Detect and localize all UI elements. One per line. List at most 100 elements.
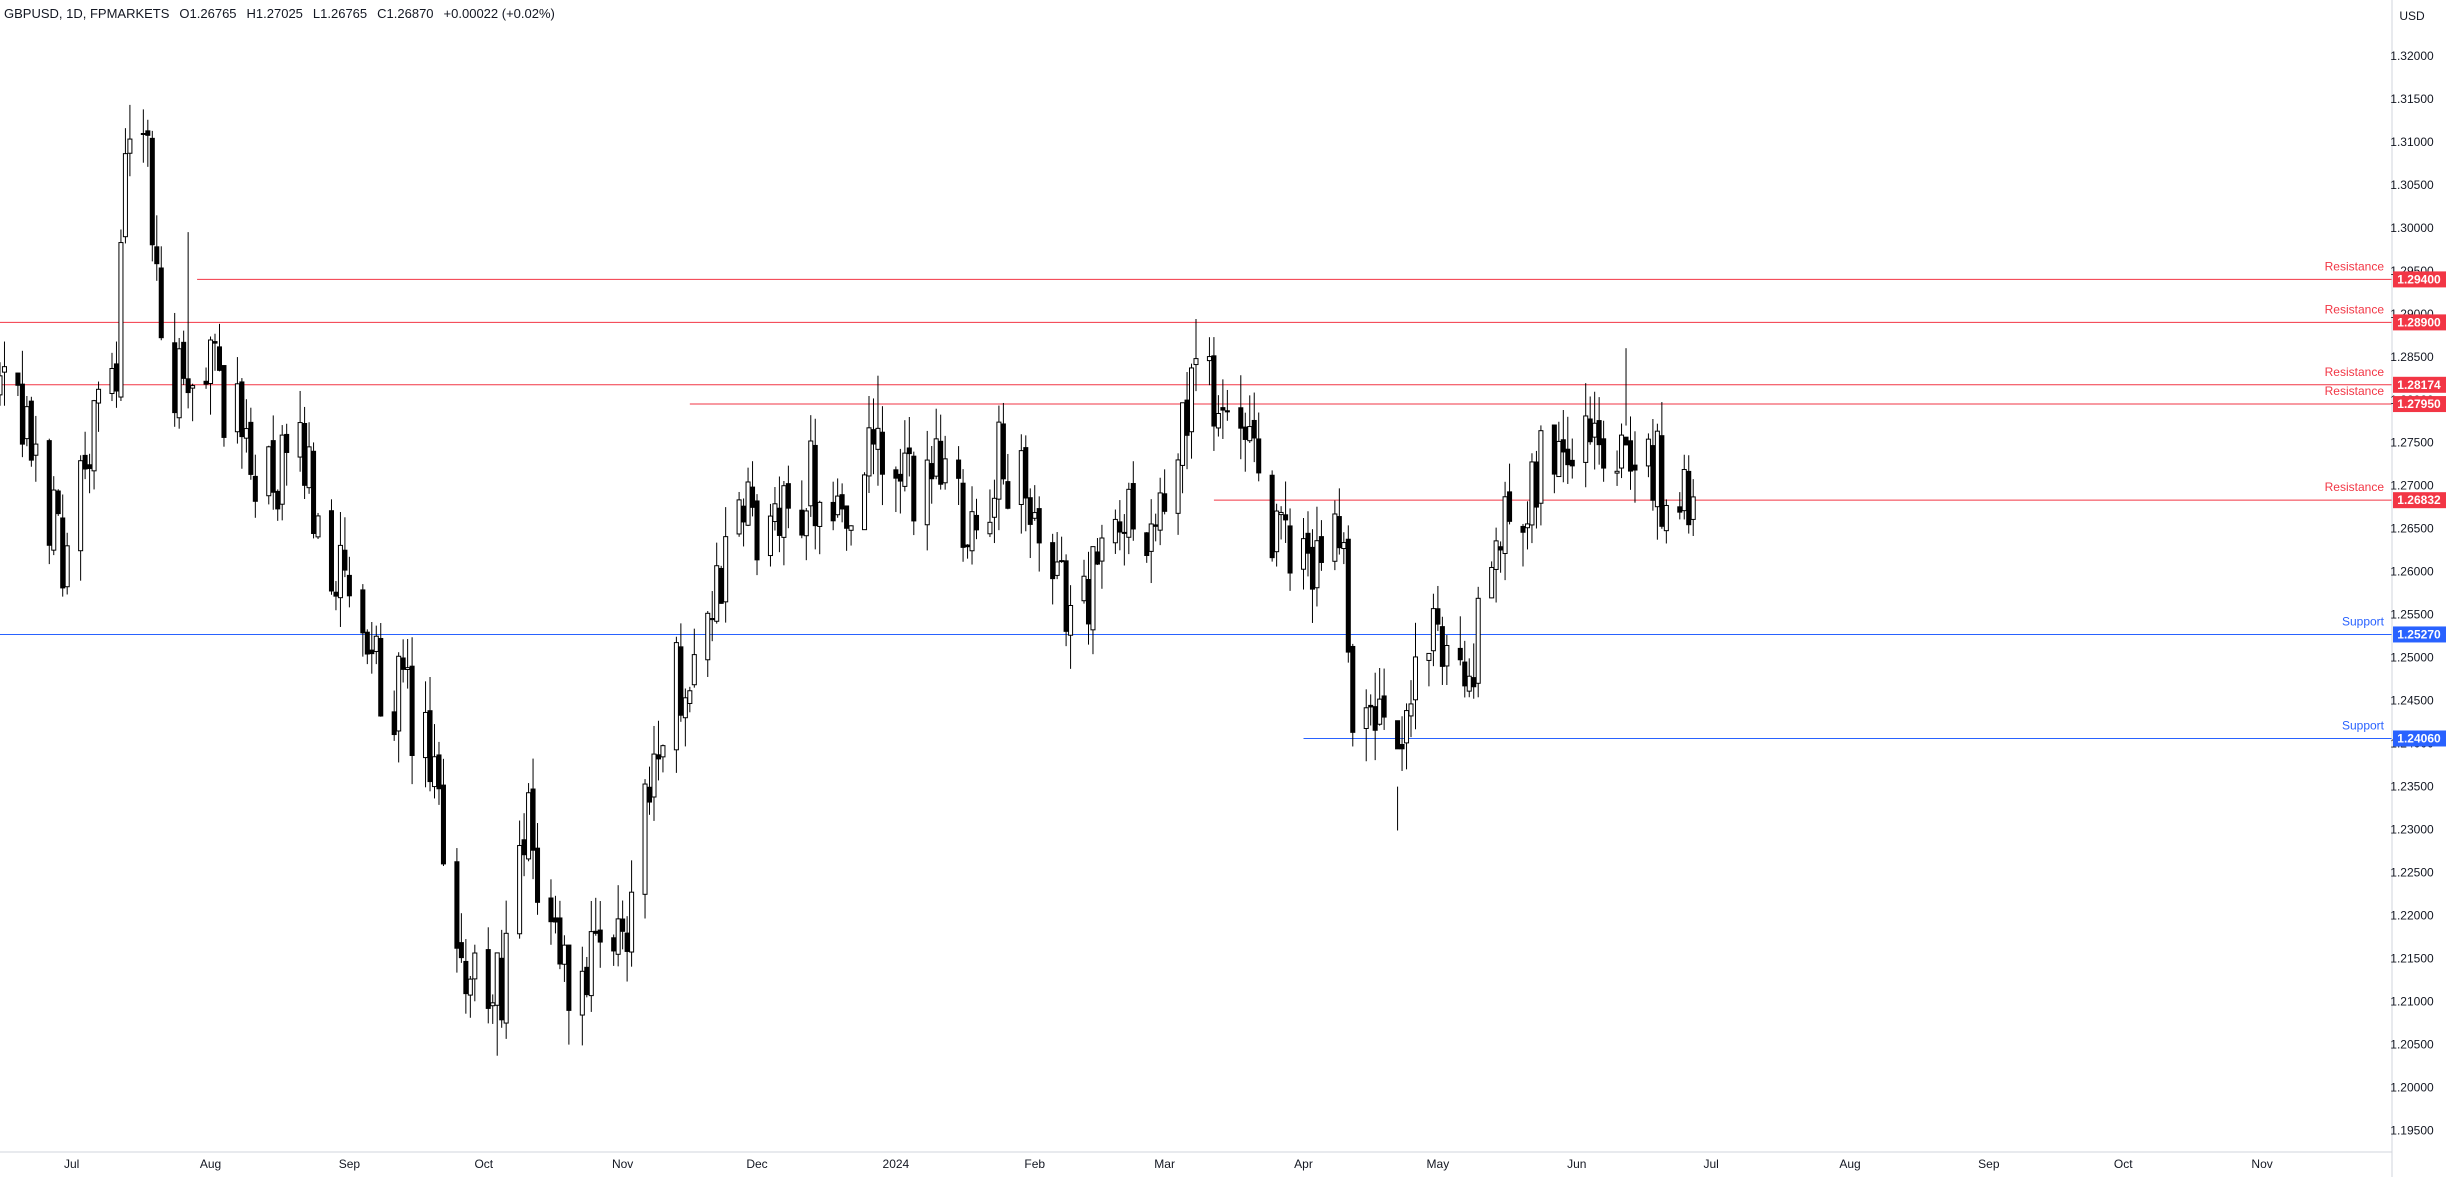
candle[interactable] — [1059, 536, 1065, 563]
candle[interactable] — [624, 916, 630, 982]
candle[interactable] — [705, 611, 711, 677]
candle[interactable] — [521, 813, 527, 877]
candle[interactable] — [1502, 481, 1508, 581]
candle[interactable] — [279, 425, 285, 521]
candle[interactable] — [1005, 453, 1011, 510]
candle[interactable] — [122, 128, 128, 244]
candle[interactable] — [328, 499, 334, 595]
candle[interactable] — [1614, 450, 1620, 486]
candle[interactable] — [431, 724, 438, 799]
candle[interactable] — [275, 489, 281, 521]
candle[interactable] — [1462, 640, 1468, 698]
candle[interactable] — [1583, 383, 1589, 488]
candle[interactable] — [1659, 402, 1665, 529]
candle[interactable] — [1493, 527, 1499, 603]
candle[interactable] — [216, 323, 223, 372]
candle[interactable] — [911, 451, 917, 536]
candle[interactable] — [723, 507, 729, 623]
candle[interactable] — [127, 104, 133, 177]
candle[interactable] — [472, 944, 478, 1002]
candle[interactable] — [1435, 585, 1441, 632]
candle[interactable] — [655, 720, 661, 781]
candle[interactable] — [284, 423, 290, 486]
candle[interactable] — [517, 820, 523, 939]
candle[interactable] — [0, 362, 3, 406]
candle[interactable] — [1592, 391, 1598, 470]
candle[interactable] — [593, 897, 599, 936]
candle[interactable] — [1224, 389, 1230, 421]
candle[interactable] — [1363, 689, 1369, 762]
candle[interactable] — [346, 556, 352, 608]
candle[interactable] — [221, 365, 227, 447]
candle[interactable] — [893, 466, 899, 513]
candle[interactable] — [1404, 703, 1410, 770]
candle[interactable] — [1269, 470, 1275, 562]
candle[interactable] — [750, 461, 756, 517]
candle[interactable] — [400, 639, 406, 683]
candle[interactable] — [1457, 616, 1463, 666]
candle[interactable] — [897, 448, 903, 514]
candle[interactable] — [969, 486, 975, 565]
candle[interactable] — [1112, 509, 1118, 554]
candle[interactable] — [579, 946, 585, 1046]
candle[interactable] — [870, 398, 876, 475]
candle[interactable] — [902, 420, 908, 492]
candle[interactable] — [1650, 418, 1656, 511]
candle[interactable] — [454, 848, 460, 973]
candle[interactable] — [1551, 424, 1557, 494]
candle[interactable] — [1627, 416, 1634, 490]
candle[interactable] — [1560, 410, 1566, 483]
candle[interactable] — [15, 372, 21, 397]
candle[interactable] — [1538, 425, 1544, 526]
candle[interactable] — [584, 956, 590, 998]
candle[interactable] — [342, 517, 348, 578]
candle[interactable] — [1686, 455, 1692, 534]
candle[interactable] — [718, 565, 724, 604]
candle[interactable] — [526, 783, 532, 862]
candle[interactable] — [297, 390, 303, 472]
candle[interactable] — [60, 494, 66, 597]
candle[interactable] — [311, 442, 317, 539]
candle[interactable] — [1645, 433, 1651, 478]
candle[interactable] — [181, 330, 187, 386]
candle[interactable] — [956, 446, 962, 506]
candle[interactable] — [1619, 423, 1625, 479]
candle[interactable] — [149, 130, 155, 262]
candle[interactable] — [154, 215, 160, 281]
candle[interactable] — [682, 688, 688, 747]
candle[interactable] — [1305, 511, 1311, 577]
candle[interactable] — [830, 481, 836, 531]
candle[interactable] — [1475, 586, 1481, 698]
candle[interactable] — [252, 454, 258, 518]
candle[interactable] — [745, 467, 751, 527]
candle[interactable] — [1350, 643, 1356, 747]
candle[interactable] — [687, 686, 693, 713]
candle[interactable] — [1175, 453, 1181, 535]
candle[interactable] — [535, 823, 541, 915]
candle[interactable] — [1036, 496, 1042, 572]
candle[interactable] — [1063, 554, 1069, 647]
candle[interactable] — [440, 758, 446, 867]
candle[interactable] — [973, 498, 980, 540]
candle[interactable] — [306, 422, 312, 494]
candle[interactable] — [1412, 622, 1419, 730]
candle[interactable] — [938, 414, 944, 490]
candle[interactable] — [1654, 423, 1660, 540]
candle[interactable] — [378, 623, 384, 717]
candle[interactable] — [190, 383, 196, 422]
candle[interactable] — [243, 399, 249, 453]
candle[interactable] — [1677, 492, 1683, 520]
candle[interactable] — [646, 766, 653, 815]
candle[interactable] — [1444, 635, 1450, 686]
candle[interactable] — [1408, 680, 1414, 738]
candle[interactable] — [785, 465, 791, 529]
candle[interactable] — [1596, 397, 1602, 465]
candle[interactable] — [844, 505, 850, 551]
candle[interactable] — [557, 900, 563, 970]
candle[interactable] — [1524, 501, 1530, 550]
candle[interactable] — [140, 109, 146, 163]
candle[interactable] — [709, 591, 715, 642]
candle[interactable] — [239, 378, 245, 469]
candle[interactable] — [1094, 538, 1100, 565]
candle[interactable] — [109, 352, 115, 402]
